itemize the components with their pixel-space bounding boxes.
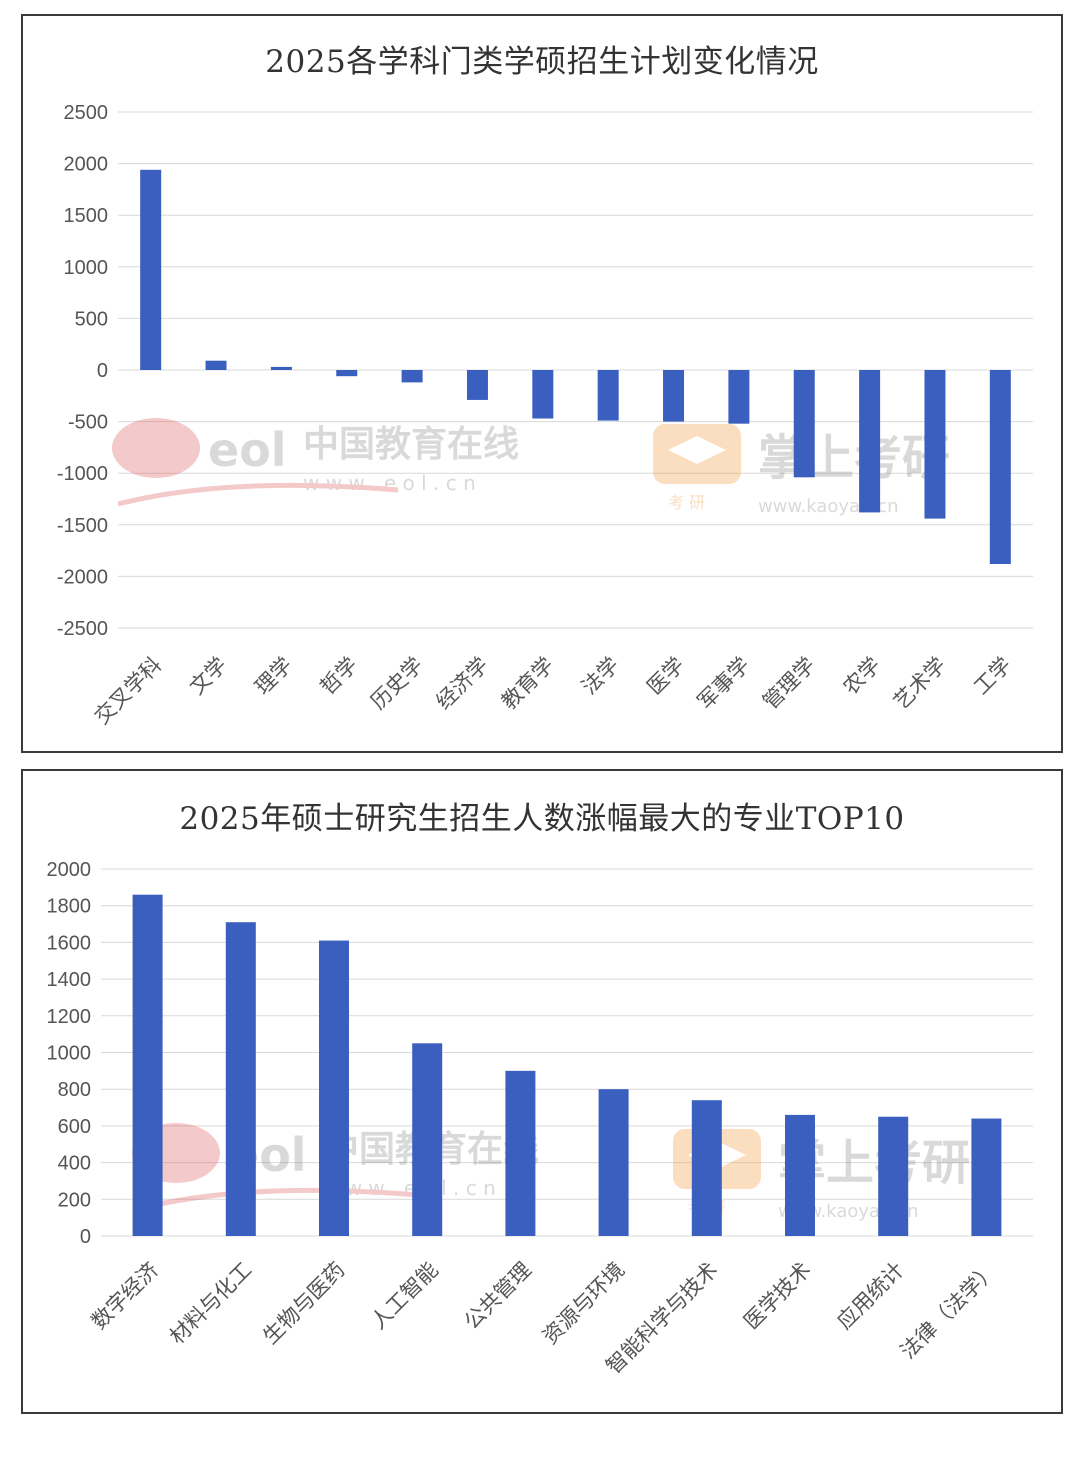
bar: [319, 940, 349, 1236]
bar: [597, 370, 619, 421]
x-tick-label: 哲学: [316, 653, 363, 700]
x-tick-label: 数字经济: [87, 1258, 163, 1334]
bar: [971, 1118, 1002, 1236]
y-tick-label: 1400: [47, 969, 92, 991]
y-tick-label: -500: [68, 412, 108, 434]
y-tick-label: 500: [75, 308, 108, 330]
y-tick-label: 800: [58, 1079, 91, 1101]
bar: [691, 1100, 722, 1236]
bar: [532, 370, 554, 419]
zs-logo-icon: [653, 424, 741, 484]
y-tick-label: -2500: [57, 618, 108, 640]
bar: [878, 1116, 909, 1236]
bar-chart-discipline-change: 2500 2000 1500 1000 500 0 -500 -1000 -1500 -2000 -…: [57, 102, 1033, 729]
chart-title: 2025年硕士研究生招生人数涨幅最大的专业TOP10: [179, 801, 905, 837]
x-tick-label: 工学: [969, 653, 1016, 700]
x-tick-label: 医学: [642, 653, 689, 700]
bar-chart-top10-majors: 2000180016001400120010008006004002000eol…: [47, 859, 1033, 1379]
x-tick-label: 交叉学科: [90, 653, 166, 729]
grid-lines: [101, 868, 1033, 1237]
y-tick-label: 2500: [64, 102, 109, 124]
y-tick-label: 0: [97, 360, 108, 382]
bar: [663, 370, 685, 422]
x-tick-label: 法律（法学）: [896, 1258, 1002, 1364]
x-tick-label: 历史学: [366, 653, 428, 715]
x-tick-label: 农学: [838, 653, 885, 700]
bar: [989, 370, 1011, 565]
y-tick-label: 200: [58, 1189, 91, 1211]
bar: [140, 169, 162, 370]
bar: [401, 370, 423, 383]
x-tick-label: 理学: [250, 653, 297, 700]
eol-url: w w w . e o l . c n: [303, 471, 476, 495]
y-tick-label: 2000: [64, 154, 109, 176]
y-tick-label: -2000: [57, 566, 108, 588]
x-tick-label: 材料与化工: [165, 1258, 256, 1349]
x-tick-label: 法学: [577, 653, 624, 700]
grid-lines: [118, 111, 1033, 629]
graduation-cap-icon: [668, 436, 726, 464]
eol-url: w w w . e o l . c n: [323, 1176, 496, 1200]
chart-panel-1: 2025各学科门类学硕招生计划变化情况 2500 2000 1500 1000 500 0…: [21, 14, 1063, 753]
bar: [924, 370, 946, 519]
x-tick-label: 人工智能: [366, 1258, 442, 1334]
y-tick-label: 600: [58, 1116, 91, 1138]
eol-swoosh-icon: [137, 1187, 419, 1212]
y-tick-label: 1200: [47, 1006, 92, 1028]
bar: [270, 366, 292, 370]
x-tick-label: 应用统计: [832, 1258, 908, 1334]
x-tick-label: 生物与医药: [258, 1258, 349, 1349]
bar: [336, 370, 358, 377]
x-tick-label: 文学: [185, 653, 232, 700]
bar: [859, 370, 881, 513]
x-tick-label: 管理学: [758, 653, 820, 715]
chart-title: 2025各学科门类学硕招生计划变化情况: [265, 44, 819, 80]
y-tick-label: 1800: [47, 896, 92, 918]
x-tick-label: 公共管理: [460, 1258, 536, 1334]
zs-name: 掌上考研: [758, 430, 950, 486]
x-tick-label: 教育学: [497, 653, 559, 715]
y-tick-label: -1000: [57, 463, 108, 485]
y-tick-label: 0: [80, 1226, 91, 1248]
x-tick-labels: 交叉学科 文学 理学 哲学 历史学 经济学 教育学 法学 医学 军事学 管理学 农学 艺术学 工学: [90, 653, 1016, 729]
bar: [225, 922, 256, 1236]
chart-panel-2: 2025年硕士研究生招生人数涨幅最大的专业TOP10 2000 1800 1600 1…: [21, 769, 1063, 1414]
x-tick-label: 军事学: [693, 653, 755, 715]
eol-logo-icon: [112, 418, 200, 478]
eol-swoosh-icon: [117, 482, 399, 507]
y-tick-label: 1500: [64, 205, 109, 227]
eol-name: 中国教育在线: [303, 424, 519, 465]
bar: [132, 894, 163, 1236]
x-tick-label: 医学技术: [739, 1258, 815, 1334]
bar: [466, 370, 488, 400]
bar: [412, 1043, 443, 1236]
y-tick-label: 1600: [47, 932, 92, 954]
x-tick-label: 经济学: [431, 653, 493, 715]
bar: [785, 1114, 815, 1236]
bar: [205, 360, 227, 370]
y-tick-label: -1500: [57, 515, 108, 537]
bar: [793, 370, 815, 478]
x-tick-label: 艺术学: [889, 653, 951, 715]
bar: [598, 1089, 629, 1236]
bars: [140, 169, 1011, 565]
x-tick-label: 资源与环境: [538, 1258, 629, 1349]
eol-logo-text: eol: [208, 423, 287, 477]
bar: [728, 370, 750, 424]
bar: [505, 1070, 536, 1236]
y-tick-label: 2000: [47, 859, 92, 881]
y-tick-label: 1000: [64, 257, 109, 279]
bars: [132, 894, 1002, 1236]
y-tick-label: 1000: [47, 1043, 92, 1065]
zs-small: 考 研: [668, 493, 705, 512]
y-tick-label: 400: [58, 1153, 91, 1175]
